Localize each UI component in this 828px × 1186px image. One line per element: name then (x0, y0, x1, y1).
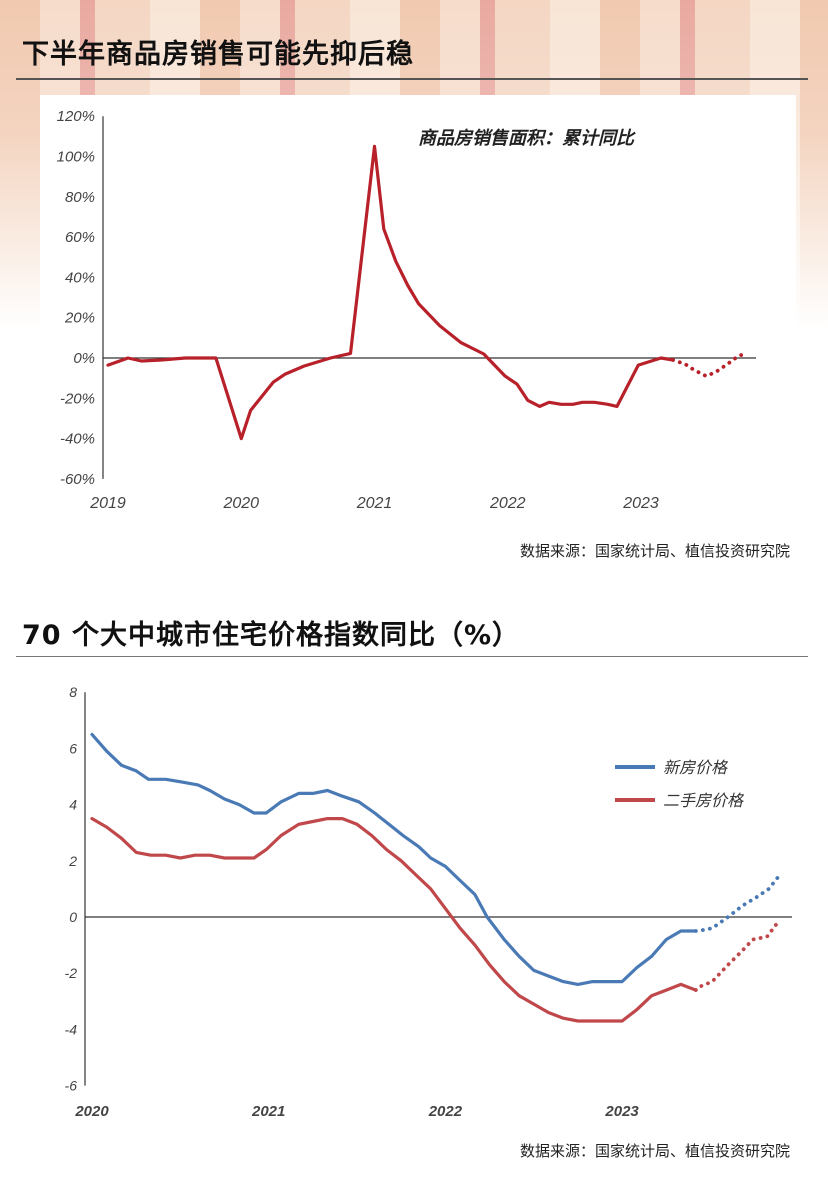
y-tick-label: -40% (60, 431, 95, 448)
section1-divider (16, 78, 808, 80)
y-tick-label: 0% (73, 350, 95, 367)
y-tick-label: 120% (57, 108, 95, 125)
y-tick-label: -20% (60, 390, 95, 407)
legend-label: 二手房价格 (663, 791, 745, 810)
x-tick-label: 2023 (622, 495, 659, 512)
section1-source: 数据来源：国家统计局、植信投资研究院 (519, 542, 790, 560)
forecast-line-1 (671, 351, 750, 379)
x-tick-label: 2019 (89, 495, 126, 512)
y-tick-label: -60% (60, 471, 95, 488)
series-line-2 (90, 816, 698, 1023)
x-tick-label: 2020 (74, 1103, 109, 1120)
y-tick-label: 60% (65, 229, 95, 246)
y-tick-label: 4 (69, 797, 77, 813)
x-tick-label: 2022 (489, 495, 526, 512)
y-tick-label: 2 (68, 853, 77, 869)
y-tick-label: -6 (65, 1078, 78, 1094)
y-tick-label: -4 (65, 1021, 78, 1037)
section2-title: 70 个大中城市住宅价格指数同比（%） (22, 620, 521, 651)
y-tick-label: 20% (64, 310, 95, 327)
y-tick-label: 8 (69, 684, 77, 700)
section1-title: 下半年商品房销售可能先抑后稳 (22, 39, 414, 70)
series-line-0 (90, 732, 698, 987)
y-tick-label: 6 (69, 740, 77, 756)
y-tick-label: 80% (65, 189, 95, 206)
x-tick-label: 2022 (428, 1103, 463, 1120)
chart1-panel (40, 95, 796, 525)
y-tick-label: 0 (69, 909, 77, 925)
forecast-line-3 (693, 920, 780, 992)
x-tick-label: 2021 (251, 1103, 285, 1120)
y-tick-label: 40% (65, 269, 95, 286)
x-tick-label: 2023 (604, 1103, 639, 1120)
section2-divider (16, 656, 808, 657)
series-line-0 (106, 144, 675, 441)
forecast-line-1 (693, 875, 780, 933)
chart-title: 商品房销售面积：累计同比 (418, 128, 636, 149)
y-tick-label: 100% (57, 149, 95, 166)
y-tick-label: -2 (65, 965, 78, 981)
chart1-sales-area: -60% -40% -20% 0% 20% 40% 60% 80% 100% 120% 2019 20… (57, 108, 756, 512)
x-tick-label: 2020 (222, 495, 259, 512)
section2-source: 数据来源：国家统计局、植信投资研究院 (519, 1142, 790, 1160)
legend-label: 新房价格 (663, 758, 729, 777)
x-tick-label: 2021 (356, 495, 393, 512)
